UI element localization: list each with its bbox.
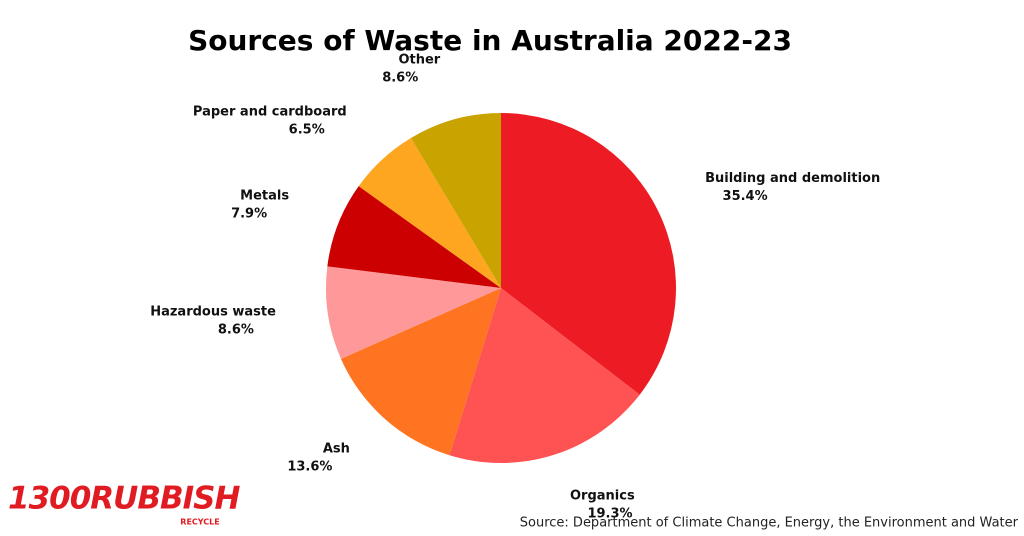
slice-label: Ash <box>323 442 350 457</box>
slice-label: Paper and cardboard <box>193 104 347 119</box>
slice-value: 6.5% <box>289 122 325 137</box>
chart-title: Sources of Waste in Australia 2022-23 <box>188 24 792 57</box>
slice-value: 8.6% <box>382 70 418 85</box>
pie-slice <box>327 186 501 288</box>
logo-name: 1300RUBBISH <box>8 481 240 517</box>
slice-label: Building and demolition <box>705 171 880 186</box>
pie-slice <box>326 266 501 359</box>
slice-value: 19.3% <box>587 506 632 521</box>
slice-value: 8.6% <box>218 323 254 338</box>
logo-tagline: RECYCLE <box>180 518 219 527</box>
pie-slice <box>358 137 501 288</box>
pie-slice <box>340 288 501 456</box>
slice-label: Organics <box>570 488 635 503</box>
pie-slice <box>449 288 640 463</box>
slice-label: Other <box>398 52 440 67</box>
pie-slice <box>501 113 677 395</box>
source-note: Source: Department of Climate Change, En… <box>520 516 1019 531</box>
slice-value: 13.6% <box>287 460 332 475</box>
slice-value: 35.4% <box>723 189 768 204</box>
slice-label: Hazardous waste <box>150 305 276 320</box>
slice-value: 7.9% <box>231 207 267 222</box>
pie-slice <box>410 113 501 288</box>
slice-label: Metals <box>240 189 289 204</box>
